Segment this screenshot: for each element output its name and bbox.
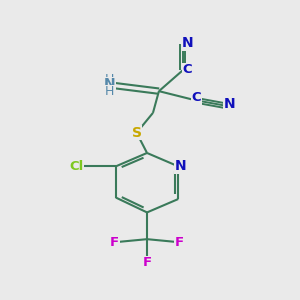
Text: N: N xyxy=(104,77,116,91)
Text: N: N xyxy=(181,36,193,50)
Text: H: H xyxy=(104,74,114,86)
Text: H: H xyxy=(105,85,115,98)
Text: N: N xyxy=(175,159,186,173)
Text: Cl: Cl xyxy=(69,160,83,173)
Text: F: F xyxy=(110,236,119,249)
Text: F: F xyxy=(142,256,152,269)
Text: C: C xyxy=(182,63,192,76)
Text: N: N xyxy=(224,97,236,111)
Text: S: S xyxy=(132,126,142,140)
Text: C: C xyxy=(191,91,201,104)
Text: F: F xyxy=(175,236,184,249)
